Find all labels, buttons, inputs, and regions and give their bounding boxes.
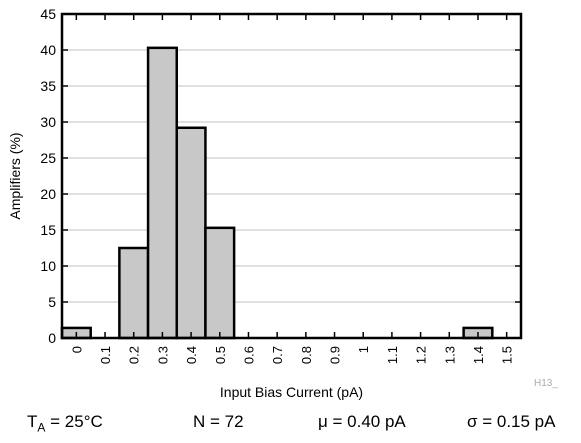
mean-stat: μ = 0.40 pA [318, 412, 406, 431]
bar [146, 46, 178, 340]
x-tick-label: 1.2 [414, 346, 429, 364]
x-tick-label: 1.3 [442, 346, 457, 364]
x-tick-label: 0.8 [299, 346, 314, 364]
y-axis-label: Amplifiers (%) [7, 132, 23, 219]
x-tick-label: 0.1 [98, 346, 113, 364]
x-tick-label: 1.1 [385, 346, 400, 364]
x-axis-ticks: 0 0.1 0.2 0.3 0.4 0.5 0.6 0.7 0.8 0.9 1 1.1 1.2 1.3 1.… [69, 14, 515, 364]
bar [204, 226, 236, 340]
x-tick-label: 0.5 [213, 346, 228, 364]
temp-symbol: T [27, 412, 38, 431]
sample-count-stat: N = 72 [193, 412, 244, 431]
x-tick-label: 1.5 [500, 346, 515, 364]
y-axis-ticks: 0 5 10 15 20 25 30 35 40 45 [40, 6, 521, 346]
histogram-chart: 0 5 10 15 20 25 30 35 40 45 0 0.1 0.2 0.3 0.4 0.5 0.6 0.… [7, 6, 558, 400]
y-tick-label: 25 [40, 150, 56, 166]
x-tick-label: 0.3 [155, 346, 170, 364]
x-tick-label: 0.7 [270, 346, 285, 364]
x-tick-label: 1 [356, 346, 371, 353]
y-tick-label: 20 [40, 186, 56, 202]
x-tick-label: 0.9 [328, 346, 343, 364]
y-tick-label: 10 [40, 258, 56, 274]
x-axis-label: Input Bias Current (pA) [220, 384, 363, 400]
x-tick-label: 0.2 [127, 346, 142, 364]
y-tick-label: 40 [40, 42, 56, 58]
plot-frame [60, 12, 523, 340]
bar [118, 246, 150, 340]
temperature-stat: TA = 25°C [27, 412, 103, 434]
y-tick-label: 35 [40, 78, 56, 94]
y-tick-label: 45 [40, 6, 56, 22]
x-tick-label: 0.6 [241, 346, 256, 364]
y-tick-label: 15 [40, 222, 56, 238]
x-tick-label: 0.4 [184, 346, 199, 364]
y-tick-label: 0 [48, 330, 56, 346]
stddev-stat: σ = 0.15 pA [467, 412, 556, 431]
bars [60, 46, 494, 340]
figure-code: H13_ [534, 378, 558, 389]
y-tick-label: 30 [40, 114, 56, 130]
bar [175, 126, 207, 340]
x-tick-label: 0 [69, 346, 84, 353]
x-tick-label: 1.4 [471, 346, 486, 364]
temp-value: = 25°C [45, 412, 103, 431]
temp-subscript: A [37, 420, 46, 435]
y-tick-label: 5 [48, 294, 56, 310]
